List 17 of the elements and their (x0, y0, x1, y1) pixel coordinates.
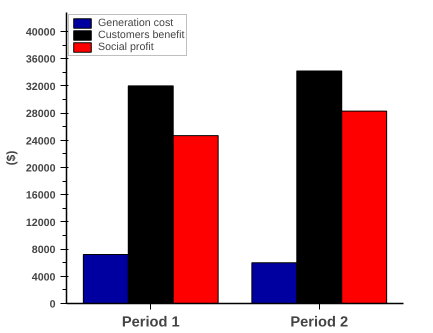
y-tick-label: 0 (50, 298, 56, 310)
x-tick-label: Period 2 (290, 314, 348, 330)
y-tick-label: 16000 (26, 190, 56, 202)
y-tick-label: 24000 (26, 135, 56, 148)
y-tick-label: 8000 (32, 244, 56, 256)
y-tick-label: 36000 (26, 54, 56, 66)
y-tick-label: 28000 (26, 108, 56, 120)
legend-label: Social profit (98, 41, 154, 53)
y-tick-label: 12000 (26, 216, 56, 229)
y-axis-title: ($) (4, 150, 18, 166)
legend-label: Generation cost (98, 17, 174, 29)
y-tick-label: 40000 (26, 26, 56, 39)
legend-label: Customers benefit (98, 29, 184, 41)
x-tick-label: Period 1 (122, 314, 180, 330)
y-tick-label: 32000 (26, 80, 56, 93)
y-tick-label: 20000 (26, 162, 56, 175)
y-tick-label: 4000 (32, 271, 56, 284)
